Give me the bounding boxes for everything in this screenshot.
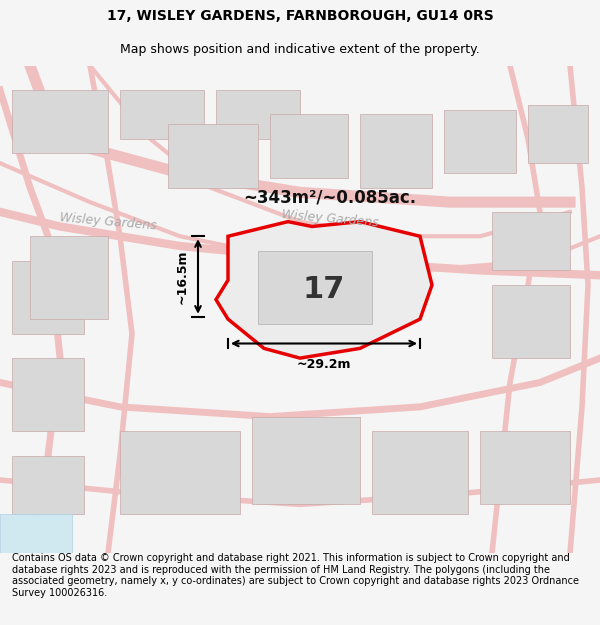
Text: Wisley Gardens: Wisley Gardens [281, 209, 379, 230]
Polygon shape [492, 285, 570, 358]
Polygon shape [216, 222, 432, 358]
Polygon shape [252, 417, 360, 504]
Text: Map shows position and indicative extent of the property.: Map shows position and indicative extent… [120, 42, 480, 56]
Text: 17, WISLEY GARDENS, FARNBOROUGH, GU14 0RS: 17, WISLEY GARDENS, FARNBOROUGH, GU14 0R… [107, 9, 493, 23]
Polygon shape [12, 90, 108, 153]
Polygon shape [360, 114, 432, 188]
Polygon shape [216, 90, 300, 139]
Text: ~29.2m: ~29.2m [297, 358, 351, 371]
Polygon shape [444, 109, 516, 173]
Text: Wisley Gardens: Wisley Gardens [59, 211, 157, 232]
Text: Contains OS data © Crown copyright and database right 2021. This information is : Contains OS data © Crown copyright and d… [12, 553, 579, 598]
Polygon shape [12, 456, 84, 514]
Polygon shape [30, 236, 108, 319]
Polygon shape [270, 114, 348, 178]
Polygon shape [528, 104, 588, 163]
Polygon shape [120, 90, 204, 139]
Text: ~343m²/~0.085ac.: ~343m²/~0.085ac. [244, 188, 416, 206]
Polygon shape [492, 212, 570, 271]
Polygon shape [372, 431, 468, 514]
Polygon shape [168, 124, 258, 188]
Text: ~16.5m: ~16.5m [176, 249, 189, 304]
Polygon shape [12, 261, 84, 334]
Polygon shape [0, 514, 72, 553]
Polygon shape [120, 431, 240, 514]
Text: 17: 17 [303, 276, 345, 304]
Polygon shape [480, 431, 570, 504]
Polygon shape [12, 358, 84, 431]
Polygon shape [258, 251, 372, 324]
